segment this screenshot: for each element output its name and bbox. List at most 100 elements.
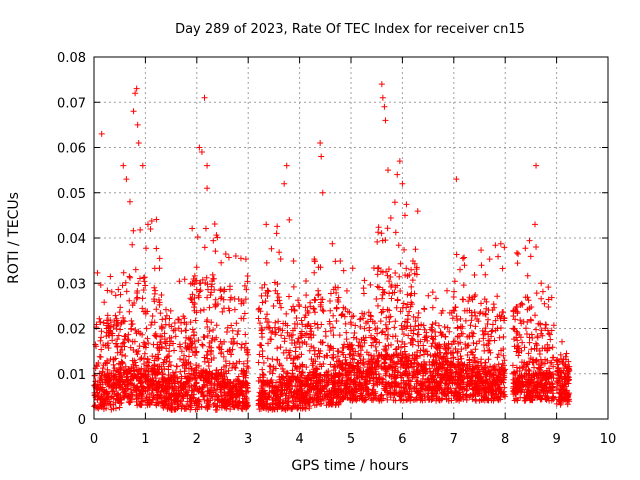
x-tick-label: 10 (600, 432, 617, 447)
data-point (302, 312, 309, 319)
data-point (259, 399, 266, 406)
data-point (202, 225, 209, 232)
data-point (158, 344, 165, 351)
data-point (190, 332, 197, 339)
data-point (93, 362, 100, 369)
data-point (288, 392, 295, 399)
data-point (238, 300, 245, 307)
data-point (256, 396, 263, 403)
data-point (281, 381, 288, 388)
data-point (159, 324, 166, 331)
data-point (260, 398, 267, 405)
data-point (223, 401, 230, 408)
y-tick-label: 0.08 (57, 51, 86, 66)
data-point (302, 304, 309, 311)
data-point (209, 271, 216, 278)
data-point (113, 315, 120, 322)
data-point (158, 388, 165, 395)
data-point (278, 332, 285, 339)
data-point (311, 320, 318, 327)
data-point (144, 395, 151, 402)
data-point (189, 365, 196, 372)
data-point (101, 399, 108, 406)
data-point (183, 321, 190, 328)
data-point (112, 355, 119, 362)
data-point (195, 337, 202, 344)
data-point (278, 304, 285, 311)
data-point (133, 330, 140, 337)
data-point (140, 388, 147, 395)
data-point (171, 319, 178, 326)
data-point (244, 278, 251, 285)
data-point (119, 340, 126, 347)
data-point (189, 375, 196, 382)
data-point (284, 369, 291, 376)
data-point (296, 368, 303, 375)
data-point (176, 316, 183, 323)
data-point (299, 405, 306, 412)
data-point (166, 321, 173, 328)
data-point (273, 230, 280, 237)
data-point (204, 324, 211, 331)
data-point (286, 388, 293, 395)
data-point (227, 406, 234, 413)
chart-title: Day 289 of 2023, Rate Of TEC Index for r… (175, 22, 525, 37)
data-point (229, 398, 236, 405)
data-point (132, 327, 139, 334)
data-point (277, 400, 284, 407)
data-point (148, 217, 155, 224)
data-point (231, 295, 238, 302)
data-point (262, 381, 269, 388)
data-point (96, 403, 103, 410)
data-point (212, 248, 219, 255)
data-point (146, 401, 153, 408)
data-point (269, 383, 276, 390)
data-point (226, 286, 233, 293)
data-point (175, 325, 182, 332)
data-point (224, 348, 231, 355)
data-point (268, 245, 275, 252)
data-point (211, 286, 218, 293)
data-point (97, 318, 104, 325)
data-point (284, 329, 291, 336)
data-point (205, 286, 212, 293)
data-point (192, 366, 199, 373)
data-point (264, 293, 271, 300)
data-point (235, 400, 242, 407)
x-tick-label: 2 (193, 432, 201, 447)
data-point (185, 379, 192, 386)
data-point (96, 377, 103, 384)
data-point (116, 309, 123, 316)
data-point (299, 321, 306, 328)
data-point (256, 351, 263, 358)
data-point (175, 383, 182, 390)
data-point (288, 373, 295, 380)
data-point (159, 375, 166, 382)
data-point (139, 295, 146, 302)
data-point (134, 351, 141, 358)
data-point (143, 245, 150, 252)
data-point (244, 363, 251, 370)
data-point (272, 365, 279, 372)
data-point (179, 382, 186, 389)
data-point (276, 378, 283, 385)
data-point (213, 386, 220, 393)
data-point (333, 289, 340, 296)
data-point (153, 216, 160, 223)
data-point (117, 400, 124, 407)
data-point (294, 354, 301, 361)
data-point (269, 370, 276, 377)
data-point (117, 321, 124, 328)
data-point (98, 334, 105, 341)
data-point (149, 387, 156, 394)
data-point (276, 396, 283, 403)
data-point (131, 368, 138, 375)
data-point (206, 379, 213, 386)
data-point (105, 324, 112, 331)
data-point (148, 365, 155, 372)
data-point (208, 356, 215, 363)
data-point (211, 221, 218, 228)
data-point (196, 288, 203, 295)
data-point (170, 377, 177, 384)
data-point (114, 349, 121, 356)
